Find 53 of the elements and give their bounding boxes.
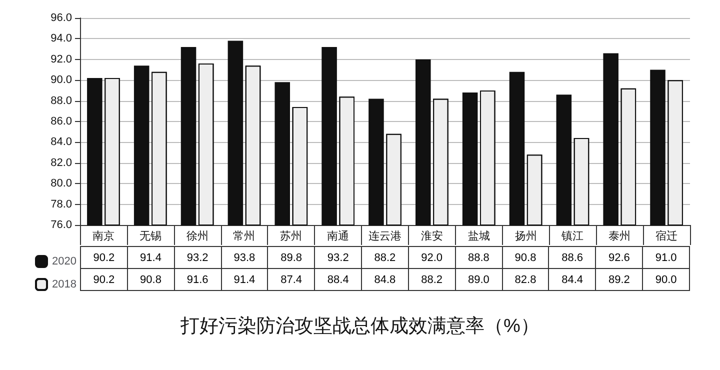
data-label: 88.2	[408, 268, 456, 290]
data-label: 84.4	[548, 268, 596, 290]
x-tick-label: 南通	[327, 230, 350, 242]
y-tick-label: 76.0	[50, 219, 72, 231]
data-label: 91.0	[642, 246, 690, 268]
data-label: 88.2	[362, 246, 408, 268]
x-tick-label: 无锡	[139, 230, 162, 242]
data-label: 90.8	[127, 268, 174, 290]
y-tick-label: 82.0	[50, 156, 72, 169]
y-tick-label: 80.0	[50, 178, 72, 190]
data-label: 93.8	[221, 246, 268, 268]
y-tick-label: 86.0	[50, 116, 72, 128]
x-tick-label: 淮安	[420, 230, 443, 242]
data-label: 89.0	[455, 268, 502, 290]
legend-label: 2020	[52, 256, 76, 268]
data-label: 90.2	[80, 246, 128, 268]
y-tick-label: 96.0	[50, 12, 72, 24]
data-label: 90.0	[642, 268, 690, 290]
legend-label: 2018	[52, 278, 76, 290]
y-tick-label: 94.0	[50, 32, 72, 45]
x-tick-label: 常州	[233, 230, 256, 242]
data-label: 87.4	[268, 268, 315, 290]
data-label: 93.2	[174, 246, 222, 268]
data-label: 88.6	[548, 246, 596, 268]
x-tick-label: 宿迁	[656, 230, 678, 242]
y-tick-label: 78.0	[50, 198, 72, 210]
data-label: 88.4	[314, 268, 362, 290]
data-label: 90.2	[80, 268, 128, 290]
x-tick-label: 徐州	[186, 230, 208, 242]
data-label: 84.8	[362, 268, 408, 290]
y-tick-label: 84.0	[50, 136, 72, 148]
y-tick-label: 92.0	[50, 53, 72, 66]
data-label: 91.6	[174, 268, 222, 290]
text: 打好污染防治攻坚战总体成效满意率（%）	[180, 315, 540, 337]
x-tick-label: 镇江	[560, 230, 584, 242]
x-tick-label: 盐城	[468, 230, 490, 242]
x-tick-label: 连云港	[368, 230, 402, 242]
data-label: 93.2	[314, 246, 362, 268]
data-label: 92.0	[408, 246, 456, 268]
data-label: 89.2	[596, 268, 643, 290]
data-label: 91.4	[127, 246, 174, 268]
x-tick-label: 苏州	[280, 230, 302, 242]
x-tick-label: 扬州	[514, 230, 537, 242]
data-label: 92.6	[596, 246, 643, 268]
x-tick-label: 泰州	[608, 230, 631, 242]
y-tick-label: 88.0	[50, 94, 72, 107]
data-label: 88.8	[455, 246, 502, 268]
data-label: 90.8	[502, 246, 549, 268]
x-tick-label: 南京	[92, 230, 114, 242]
y-tick-label: 90.0	[50, 74, 72, 86]
data-label: 91.4	[221, 268, 268, 290]
data-label: 89.8	[268, 246, 315, 268]
data-label: 82.8	[502, 268, 549, 290]
